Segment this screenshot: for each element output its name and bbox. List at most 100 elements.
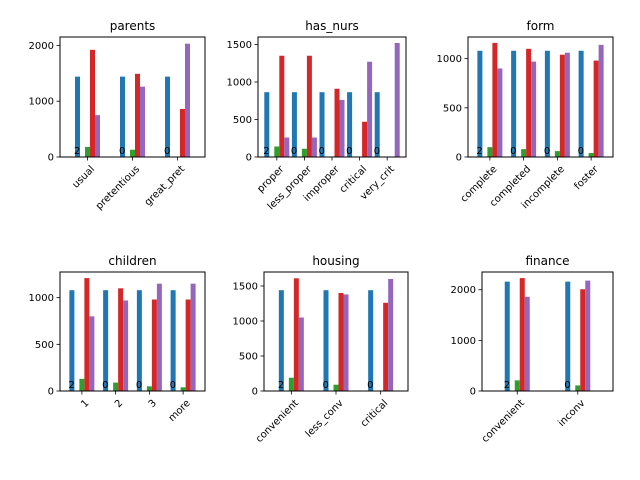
bar — [190, 283, 196, 391]
y-tick-label: 1000 — [227, 78, 252, 89]
bar — [180, 109, 185, 157]
bar — [293, 278, 299, 391]
bar — [301, 148, 307, 157]
bar — [524, 296, 530, 391]
bar-label: 0 — [367, 380, 373, 391]
bar — [135, 73, 140, 157]
bar — [394, 43, 400, 157]
bar — [306, 55, 312, 157]
bar — [278, 290, 284, 391]
subplot-title: form — [527, 19, 555, 33]
bar — [136, 290, 142, 391]
bar — [140, 86, 145, 157]
x-tick-label: 1 — [79, 398, 91, 410]
y-tick-label: 500 — [443, 103, 462, 114]
y-tick-label: 500 — [239, 352, 258, 363]
bar — [575, 385, 581, 391]
y-tick-label: 1500 — [227, 40, 252, 51]
bar — [339, 100, 345, 157]
bar — [511, 50, 517, 157]
bar — [598, 44, 604, 157]
bar-label: 2 — [68, 380, 74, 391]
bar — [120, 76, 125, 157]
bar — [519, 278, 525, 391]
bar — [264, 92, 270, 157]
bar — [284, 137, 290, 157]
bar — [374, 92, 380, 157]
bar — [334, 88, 340, 157]
x-tick-label: foster — [572, 163, 601, 192]
bar — [185, 43, 190, 157]
bar-label: 0 — [136, 380, 142, 391]
bar — [559, 54, 565, 157]
bar — [95, 115, 100, 157]
bar — [113, 382, 119, 391]
bar-label: 0 — [578, 146, 584, 157]
y-tick-label: 2000 — [451, 285, 476, 296]
bar — [565, 281, 571, 391]
bar — [75, 76, 80, 157]
bar — [118, 288, 124, 391]
bar — [497, 68, 503, 157]
y-tick-label: 1000 — [233, 317, 258, 328]
bar-label: 2 — [278, 380, 284, 391]
bar — [84, 278, 90, 391]
bar — [180, 387, 186, 391]
bar — [274, 146, 280, 157]
subplot-title: finance — [525, 254, 569, 268]
bar — [554, 151, 560, 157]
bar-label: 0 — [374, 146, 380, 157]
bar-label: 0 — [291, 146, 297, 157]
x-tick-label: less_conv — [304, 398, 346, 440]
bar — [319, 92, 325, 157]
bar — [85, 146, 90, 157]
bar-label: 2 — [476, 146, 482, 157]
x-tick-label: convenient — [254, 398, 301, 445]
bar — [383, 302, 389, 391]
bar — [338, 293, 344, 391]
bar — [170, 290, 176, 391]
bar — [323, 290, 329, 391]
bar — [146, 386, 152, 391]
bar-label: 0 — [346, 146, 352, 157]
y-tick-label: 0 — [246, 153, 252, 164]
bar — [156, 283, 162, 391]
subplot-finance: 2 0 finance 0 1000 2000 convenient inconv — [451, 254, 614, 445]
bar-label: 0 — [544, 146, 550, 157]
bar — [526, 48, 532, 157]
x-tick-label: 2 — [113, 398, 125, 410]
bar-label: 0 — [119, 146, 125, 157]
axes-frame — [59, 271, 206, 392]
x-tick-label: inconv — [556, 398, 587, 429]
bar — [343, 294, 349, 391]
subplot-housing: 2 0 0 housing 0 500 1000 1500 convenient less_con… — [233, 254, 409, 445]
bar — [291, 92, 297, 157]
bar — [333, 384, 339, 391]
bar — [298, 317, 304, 391]
bar — [123, 300, 129, 391]
bar — [279, 55, 285, 157]
x-tick-label: convenient — [480, 398, 527, 445]
bar — [564, 52, 570, 158]
y-tick-label: 1000 — [451, 336, 476, 347]
bar — [367, 61, 373, 157]
bar — [79, 378, 85, 391]
bar-label: 0 — [510, 146, 516, 157]
bar-label: 0 — [164, 146, 170, 157]
y-tick-label: 0 — [470, 387, 476, 398]
subplot-form: 2 0 0 0form05001000completecompletedincompl… — [437, 19, 614, 211]
subplot-title: has_nurs — [305, 19, 359, 33]
bar — [90, 49, 95, 158]
bar — [514, 380, 520, 391]
subplot-title: housing — [312, 254, 359, 268]
bar-label: 0 — [323, 380, 329, 391]
y-tick-label: 1000 — [29, 293, 54, 304]
bar-label: 2 — [74, 146, 80, 157]
y-tick-label: 0 — [48, 153, 54, 164]
y-tick-label: 0 — [456, 153, 462, 164]
subplot-title: children — [108, 254, 156, 268]
bar — [477, 50, 483, 157]
bar — [288, 377, 294, 391]
y-tick-label: 500 — [35, 340, 54, 351]
